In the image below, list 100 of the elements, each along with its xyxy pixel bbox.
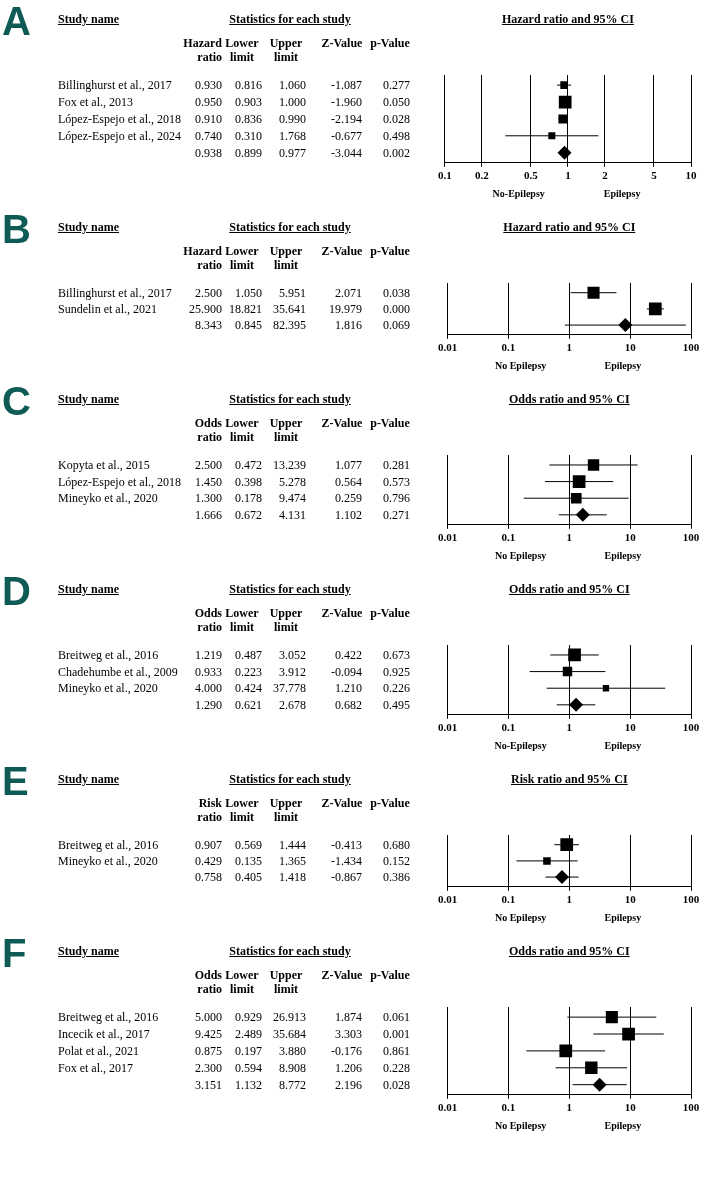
x-tick-label: 0.01 bbox=[438, 893, 458, 906]
text: -1.087 bbox=[330, 78, 362, 93]
text: p-Value bbox=[369, 244, 411, 258]
x-tick-label: 10 bbox=[624, 531, 637, 544]
text: 0.816 bbox=[235, 78, 262, 93]
text: E bbox=[2, 759, 29, 803]
text: 0.424 bbox=[235, 681, 262, 696]
text: 0.271 bbox=[382, 507, 410, 522]
text: p-Value bbox=[369, 796, 411, 810]
text: 1.290 bbox=[194, 697, 222, 712]
x-tick-label: 0.01 bbox=[438, 721, 458, 734]
text: 0.028 bbox=[382, 111, 410, 126]
text: C bbox=[2, 379, 31, 423]
text: Statistics for each study bbox=[228, 582, 352, 596]
chart-title: Odds ratio and 95% CI bbox=[507, 392, 631, 406]
x-tick-label: 1 bbox=[566, 893, 573, 906]
category-label: Chadehumbe et al., 2009 bbox=[58, 664, 178, 679]
text: Upper limit bbox=[268, 244, 304, 272]
text: 0.910 bbox=[195, 111, 222, 126]
text: 0.028 bbox=[382, 1077, 410, 1092]
category-label: Breitweg et al., 2016 bbox=[58, 1010, 159, 1025]
text: -0.176 bbox=[330, 1043, 362, 1058]
text: Z-Value bbox=[320, 416, 364, 430]
text: Lower limit bbox=[225, 796, 259, 824]
text: 0.226 bbox=[382, 681, 410, 696]
text: 0.405 bbox=[235, 870, 262, 885]
x-tick-label: 0.1 bbox=[501, 893, 516, 906]
text: Upper limit bbox=[268, 416, 304, 444]
x-tick-label: 1 bbox=[566, 341, 573, 354]
text: 0.950 bbox=[194, 95, 222, 109]
category-label: Breitweg et al., 2016 bbox=[58, 647, 159, 662]
text: Study name bbox=[58, 944, 120, 958]
text: Epilepsy bbox=[603, 739, 643, 753]
text: Epilepsy bbox=[603, 911, 643, 925]
text: 1.060 bbox=[278, 78, 306, 93]
text: Study name bbox=[58, 582, 120, 596]
text: 2.678 bbox=[278, 697, 306, 712]
text: 0.845 bbox=[235, 318, 262, 333]
text: 19.979 bbox=[328, 301, 362, 316]
text: 0.495 bbox=[382, 697, 410, 712]
text: 1.768 bbox=[278, 128, 306, 143]
text: 0.836 bbox=[235, 111, 262, 126]
x-tick-label: 2 bbox=[602, 169, 609, 182]
text: 1.444 bbox=[278, 837, 306, 852]
text: 2.489 bbox=[235, 1027, 262, 1041]
text: Z-Value bbox=[320, 606, 364, 620]
text: Epilepsy bbox=[603, 549, 643, 563]
text: Z-Value bbox=[320, 36, 364, 50]
text: Z-Value bbox=[320, 968, 364, 982]
chart-title: Odds ratio and 95% CI bbox=[507, 944, 631, 958]
text: 0.223 bbox=[235, 664, 262, 679]
text: 5.000 bbox=[194, 1010, 222, 1025]
text: No-Epilepsy bbox=[491, 187, 546, 201]
text: 1.450 bbox=[195, 474, 222, 489]
text: Epilepsy bbox=[603, 359, 643, 373]
text: 1.300 bbox=[194, 491, 222, 506]
x-tick-label: 10 bbox=[685, 169, 697, 182]
text: 9.425 bbox=[194, 1027, 222, 1041]
text: 0.228 bbox=[382, 1060, 410, 1075]
text: 0.925 bbox=[382, 664, 410, 679]
text: Statistics for each study bbox=[228, 944, 352, 958]
text: 1.077 bbox=[334, 457, 362, 472]
x-tick-label: 0.1 bbox=[501, 531, 516, 544]
x-tick-label: 100 bbox=[682, 721, 700, 734]
text: 1.219 bbox=[194, 647, 222, 662]
text: 5.278 bbox=[278, 474, 306, 489]
text: 0.178 bbox=[235, 491, 262, 506]
text: 0.487 bbox=[235, 647, 262, 662]
category-label: López-Espejo et al., 2024 bbox=[58, 128, 181, 143]
text: 1.000 bbox=[278, 95, 306, 109]
category-label: Sundelin et al., 2021 bbox=[58, 301, 157, 316]
x-tick-label: 0.01 bbox=[438, 341, 458, 354]
text: Lower limit bbox=[225, 36, 259, 64]
x-tick-label: 10 bbox=[624, 893, 637, 906]
text: 0.000 bbox=[382, 301, 410, 316]
text: 8.772 bbox=[278, 1077, 306, 1092]
text: p-Value bbox=[369, 416, 411, 430]
x-tick-label: 10 bbox=[624, 721, 637, 734]
text: -2.194 bbox=[330, 111, 362, 126]
chart-title: Hazard ratio and 95% CI bbox=[502, 220, 637, 234]
text: 0.990 bbox=[278, 111, 306, 126]
text: 26.913 bbox=[272, 1010, 306, 1025]
chart-title: Odds ratio and 95% CI bbox=[507, 582, 631, 596]
text: 4.000 bbox=[194, 681, 222, 696]
text: -3.044 bbox=[330, 145, 362, 160]
text: 0.594 bbox=[235, 1060, 262, 1075]
text: 0.259 bbox=[334, 491, 362, 506]
text: 3.052 bbox=[278, 647, 306, 662]
text: Epilepsy bbox=[603, 1119, 643, 1133]
text: 0.498 bbox=[382, 128, 410, 143]
text: 0.621 bbox=[235, 697, 262, 712]
text: 1.365 bbox=[278, 853, 306, 868]
text: 2.300 bbox=[194, 1060, 222, 1075]
category-label: López-Espejo et al., 2018 bbox=[58, 111, 181, 126]
text: Risk ratio bbox=[196, 796, 222, 824]
category-label: Fox et al., 2017 bbox=[58, 1060, 133, 1075]
x-tick-label: 0.1 bbox=[438, 169, 452, 182]
x-tick-label: 1 bbox=[565, 169, 571, 182]
text: 9.474 bbox=[278, 491, 306, 506]
text: 0.933 bbox=[195, 664, 222, 679]
